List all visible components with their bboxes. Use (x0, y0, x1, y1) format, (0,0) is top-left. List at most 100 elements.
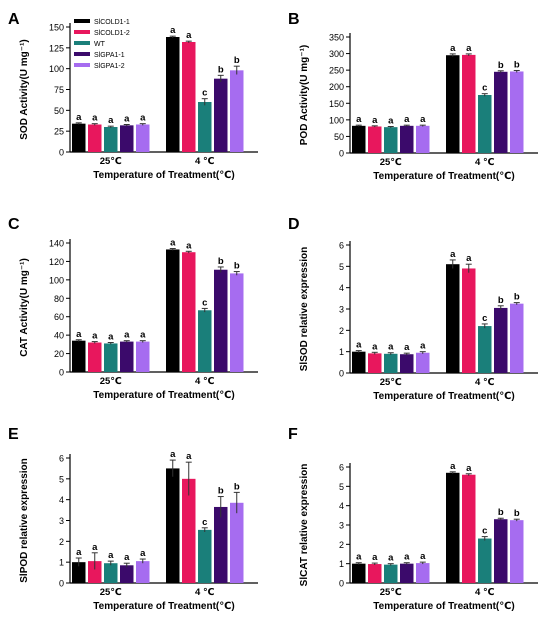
legend-entry: SlGPA1-2 (94, 63, 125, 70)
bar (510, 303, 524, 373)
y-tick-label: 100 (49, 275, 64, 285)
y-tick-label: 300 (329, 49, 344, 59)
y-axis-label: SlSOD relative expression (299, 247, 310, 372)
y-tick-label: 4 (339, 283, 344, 293)
significance-letter: c (482, 526, 487, 537)
bar (104, 563, 118, 583)
y-tick-label: 350 (329, 33, 344, 43)
significance-letter: a (372, 115, 378, 126)
bar (446, 264, 460, 373)
significance-letter: a (108, 115, 114, 126)
significance-letter: c (482, 83, 487, 94)
significance-letter: c (202, 88, 207, 99)
bar (352, 125, 366, 153)
bar (198, 310, 212, 372)
significance-letter: a (124, 552, 130, 563)
bar (104, 343, 118, 372)
y-tick-label: 100 (49, 64, 64, 74)
significance-letter: a (124, 114, 130, 125)
y-tick-label: 50 (54, 106, 64, 116)
legend-entry: SlCOLD1-1 (94, 19, 130, 26)
y-tick-label: 140 (49, 239, 64, 249)
significance-letter: c (482, 313, 487, 324)
y-tick-label: 75 (54, 85, 64, 95)
bar (478, 95, 492, 153)
bar (462, 268, 476, 373)
legend-swatch (74, 52, 90, 56)
y-tick-label: 250 (329, 66, 344, 76)
bar (136, 561, 150, 583)
bar (136, 124, 150, 152)
y-tick-label: 1 (339, 347, 344, 357)
legend: SlCOLD1-1 SlCOLD1-2 WT SlGPA1-1 SlGPA1-2 (74, 19, 130, 70)
bar (214, 269, 228, 372)
x-tick-label: 25℃ (100, 156, 122, 167)
significance-letter: a (450, 43, 456, 54)
significance-letter: c (202, 517, 207, 528)
significance-letter: a (420, 114, 426, 125)
bar (494, 519, 508, 583)
panel-letter: E (8, 426, 19, 443)
bar (88, 124, 102, 152)
x-tick-label: 4 ℃ (475, 377, 494, 388)
bar (120, 565, 134, 583)
x-tick-label: 4 ℃ (475, 587, 494, 598)
significance-letter: b (234, 261, 240, 272)
significance-letter: b (514, 508, 520, 519)
bar (462, 54, 476, 154)
x-tick-label: 25℃ (380, 157, 402, 168)
bar (352, 351, 366, 373)
y-tick-label: 20 (54, 349, 64, 359)
significance-letter: a (76, 329, 82, 340)
bar (416, 563, 430, 583)
bar (416, 125, 430, 153)
bar (510, 71, 524, 153)
bar (120, 125, 134, 152)
bar (494, 307, 508, 373)
y-tick-label: 80 (54, 294, 64, 304)
bar (384, 353, 398, 373)
panel-b: B 0 50 100 150 200 250 300 350 POD Activity(U mg⁻… (288, 11, 538, 182)
y-tick-label: 2 (59, 537, 64, 547)
significance-letter: a (404, 552, 410, 563)
x-tick-label: 25℃ (380, 587, 402, 598)
significance-letter: a (170, 25, 176, 36)
bar (416, 352, 430, 373)
x-axis-label: Temperature of Treatment(℃) (373, 171, 514, 182)
bar (214, 506, 228, 583)
bar (352, 563, 366, 583)
x-axis-label: Temperature of Treatment(℃) (93, 601, 234, 612)
y-tick-label: 5 (339, 482, 344, 492)
y-tick-label: 25 (54, 127, 64, 137)
y-tick-label: 150 (49, 23, 64, 33)
panel-letter: F (288, 426, 298, 443)
significance-letter: a (140, 330, 146, 341)
significance-letter: b (218, 64, 224, 75)
x-tick-label: 25℃ (100, 376, 122, 387)
bar (88, 342, 102, 372)
significance-letter: a (140, 113, 146, 124)
significance-letter: a (186, 451, 192, 462)
significance-letter: a (140, 548, 146, 559)
bar (72, 123, 86, 152)
x-tick-label: 4 ℃ (195, 587, 214, 598)
significance-letter: a (108, 550, 114, 561)
significance-letter: b (498, 60, 504, 71)
significance-letter: a (76, 112, 82, 123)
legend-entry: SlCOLD1-2 (94, 30, 130, 37)
bar (166, 37, 180, 152)
significance-letter: a (388, 115, 394, 126)
significance-letter: a (450, 461, 456, 472)
y-tick-label: 5 (339, 262, 344, 272)
y-tick-label: 2 (339, 326, 344, 336)
legend-entry: WT (94, 41, 106, 48)
y-tick-label: 1 (339, 559, 344, 569)
bar (230, 273, 244, 372)
y-tick-label: 120 (49, 257, 64, 267)
y-tick-label: 40 (54, 331, 64, 341)
bar (446, 55, 460, 153)
significance-letter: a (466, 43, 472, 54)
significance-letter: a (466, 463, 472, 474)
